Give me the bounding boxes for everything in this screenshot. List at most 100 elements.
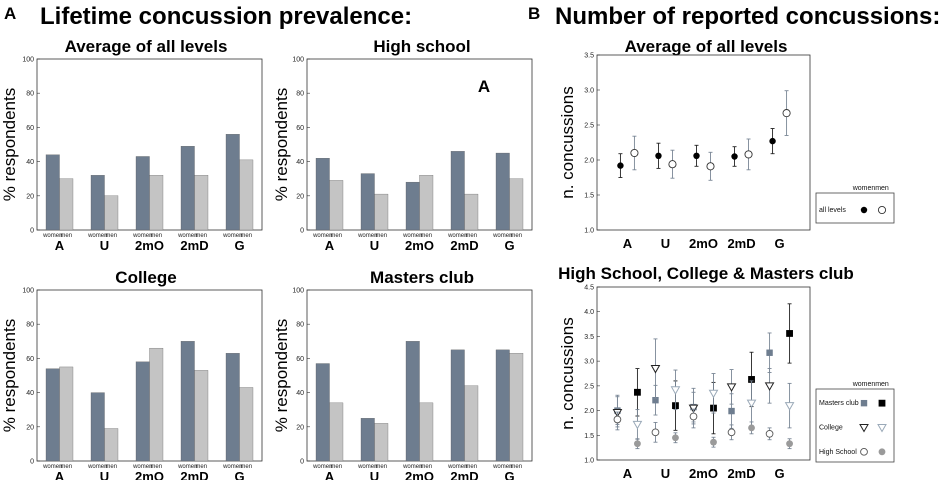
y-axis-label: % respondents bbox=[272, 319, 291, 432]
bar-men-U bbox=[104, 428, 119, 462]
y-tick-label: 40 bbox=[26, 159, 34, 166]
point-all-levels-women-2mD bbox=[731, 153, 738, 160]
chart-title: Average of all levels bbox=[625, 37, 788, 56]
chart-title: High School, College & Masters club bbox=[558, 264, 854, 283]
x-category-label: 2mD bbox=[450, 469, 478, 480]
bar-sub-label: men bbox=[60, 464, 72, 470]
legend-header: men bbox=[875, 381, 889, 388]
bar-women-U bbox=[360, 173, 375, 231]
bar-men-G bbox=[239, 159, 254, 231]
y-tick-label: 1.0 bbox=[584, 458, 594, 465]
bar-sub-label: men bbox=[465, 464, 477, 470]
legend-label: Masters club bbox=[819, 400, 859, 407]
point-all-levels-women-A bbox=[617, 162, 624, 169]
legend-label: High School bbox=[819, 449, 857, 456]
y-tick-label: 3.0 bbox=[584, 88, 594, 95]
x-category-label: U bbox=[100, 238, 109, 253]
y-tick-label: 100 bbox=[22, 288, 34, 295]
bar-sub-label: men bbox=[375, 464, 387, 470]
bar-sub-label: women bbox=[132, 464, 152, 470]
bar-women-G bbox=[225, 353, 240, 462]
y-tick-label: 40 bbox=[296, 390, 304, 397]
x-category-label: G bbox=[504, 238, 514, 253]
y-tick-label: 1.5 bbox=[584, 433, 594, 440]
point-masters-club-women-2mD bbox=[728, 407, 735, 415]
y-tick-label: 4.5 bbox=[584, 285, 594, 292]
legend-label: College bbox=[819, 425, 843, 432]
bar-sub-label: women bbox=[42, 233, 62, 239]
bar-sub-label: men bbox=[105, 233, 117, 239]
chart-title: Average of all levels bbox=[65, 37, 228, 56]
bar-men-A bbox=[329, 180, 344, 231]
legend-marker bbox=[877, 424, 887, 433]
bar-sub-label: men bbox=[375, 233, 387, 239]
x-category-label: U bbox=[370, 469, 379, 480]
bar-sub-label: men bbox=[195, 464, 207, 470]
y-axis-label: % respondents bbox=[0, 319, 19, 432]
legend-header: women bbox=[852, 185, 876, 192]
point-masters-club-men-A bbox=[634, 388, 641, 396]
point-high-school-men-A bbox=[634, 440, 641, 448]
bar-women-U bbox=[90, 175, 105, 231]
bar-chart-2: College% respondents020406080100womenmen… bbox=[0, 268, 263, 480]
x-category-label: 2mD bbox=[180, 238, 208, 253]
y-tick-label: 100 bbox=[292, 288, 304, 295]
bar-men-2mD bbox=[464, 193, 479, 231]
point-chart-5: High School, College & Masters club n. co… bbox=[558, 264, 895, 480]
bar-sub-label: women bbox=[402, 233, 422, 239]
point-high-school-men-G bbox=[786, 440, 793, 448]
bar-women-2mO bbox=[405, 341, 420, 462]
bar-sub-label: women bbox=[87, 233, 107, 239]
bar-sub-label: men bbox=[105, 464, 117, 470]
point-high-school-women-G bbox=[765, 429, 774, 438]
x-category-label: A bbox=[55, 238, 65, 253]
bar-men-U bbox=[374, 193, 389, 231]
bar-women-G bbox=[495, 152, 510, 231]
y-tick-label: 40 bbox=[296, 159, 304, 166]
bar-men-2mO bbox=[149, 175, 164, 231]
bar-sub-label: women bbox=[492, 464, 512, 470]
panel-a-title: Lifetime concussion prevalence: bbox=[40, 3, 412, 30]
bar-women-A bbox=[315, 363, 330, 462]
point-high-school-men-U bbox=[672, 434, 679, 442]
x-category-label: A bbox=[623, 236, 633, 251]
point-all-levels-men-A bbox=[630, 148, 639, 158]
bar-men-2mD bbox=[194, 175, 209, 231]
point-high-school-men-2mD bbox=[748, 424, 755, 432]
bar-chart-3: Masters club % respondents 0 20 40 60 80 100 wom… bbox=[272, 268, 533, 480]
bar-men-2mD bbox=[464, 385, 479, 462]
y-tick-label: 20 bbox=[26, 193, 34, 200]
chart-title: High school bbox=[373, 37, 470, 56]
point-college-women-2mO bbox=[688, 404, 699, 414]
point-masters-club-men-G bbox=[786, 330, 793, 337]
legend-label: all levels bbox=[819, 207, 846, 214]
x-category-label: 2mD bbox=[727, 466, 755, 480]
bar-women-2mD bbox=[450, 151, 465, 231]
legend-marker bbox=[860, 447, 868, 456]
bar-men-2mD bbox=[194, 370, 209, 462]
bar-men-A bbox=[329, 402, 344, 462]
point-college-women-2mD bbox=[726, 383, 737, 392]
legend-marker bbox=[877, 205, 887, 215]
x-category-label: U bbox=[370, 238, 379, 253]
bar-men-A bbox=[59, 178, 74, 231]
bar-women-2mO bbox=[135, 361, 150, 462]
point-chart-4: Average of all levels n. concussions 1.0 1.… bbox=[558, 37, 895, 251]
point-all-levels-men-2mO bbox=[706, 162, 715, 171]
point-high-school-women-A bbox=[613, 415, 622, 424]
x-category-label: 2mO bbox=[135, 238, 164, 253]
plot-frame bbox=[596, 54, 811, 231]
y-tick-label: 2.0 bbox=[584, 408, 594, 415]
legend-header: women bbox=[852, 381, 876, 388]
y-tick-label: 1.5 bbox=[584, 193, 594, 200]
bar-women-2mD bbox=[180, 341, 195, 462]
legend-marker bbox=[878, 399, 886, 407]
bar-men-U bbox=[104, 195, 119, 231]
bar-men-A bbox=[59, 366, 74, 462]
point-high-school-women-2mO bbox=[689, 412, 698, 421]
point-all-levels-women-G bbox=[769, 137, 776, 145]
bar-sub-label: women bbox=[87, 464, 107, 470]
x-category-label: U bbox=[661, 236, 670, 251]
y-tick-label: 80 bbox=[26, 91, 34, 98]
